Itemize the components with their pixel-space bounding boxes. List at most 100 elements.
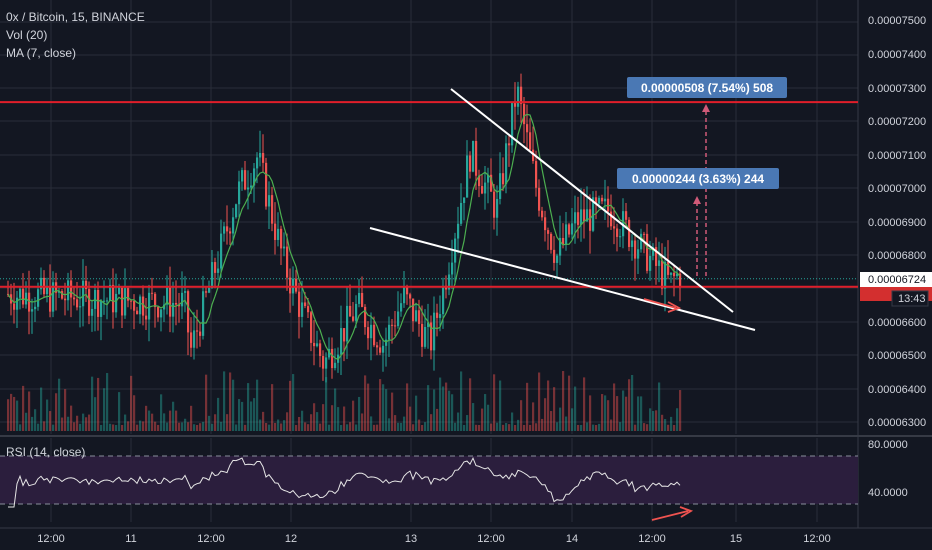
volume-bar	[145, 405, 148, 431]
symbol-legend[interactable]: 0x / Bitcoin, 15, BINANCE	[6, 10, 145, 24]
candle-body	[244, 170, 247, 190]
rsi-legend[interactable]: RSI (14, close)	[6, 445, 86, 459]
candle-body	[385, 339, 388, 346]
volume-bar	[442, 386, 445, 431]
rsi-line	[8, 456, 681, 508]
candle-body	[571, 223, 574, 235]
volume-bar	[529, 424, 532, 431]
volume-bar	[211, 423, 214, 431]
candle-body	[649, 255, 652, 271]
lower-trendline[interactable]	[369, 227, 756, 331]
volume-bar	[556, 422, 559, 431]
volume-bar	[25, 412, 28, 431]
volume-bar	[475, 424, 478, 431]
volume-bar	[232, 379, 235, 431]
volume-bar	[52, 424, 55, 431]
volume-bar	[367, 383, 370, 431]
volume-bar	[346, 424, 349, 431]
volume-bar	[94, 397, 97, 431]
candle-body	[181, 292, 184, 307]
ma-line	[7, 113, 681, 361]
time-axis-label: 12:00	[803, 533, 831, 545]
candle-body	[325, 357, 328, 369]
volume-bar	[154, 421, 157, 431]
volume-bar	[280, 423, 283, 431]
target1-badge[interactable]	[627, 77, 787, 98]
candle-body	[586, 209, 589, 222]
candle-body	[463, 197, 466, 203]
volume-bar	[289, 380, 292, 431]
price-axis-label: 0.00006500	[868, 350, 926, 362]
volume-bar	[388, 418, 391, 431]
candle-body	[229, 231, 232, 234]
volume-bar	[337, 407, 340, 431]
volume-bar	[634, 424, 637, 431]
volume-bar	[169, 410, 172, 431]
volume-bar	[217, 397, 220, 431]
volume-bar	[544, 398, 547, 431]
candle-body	[490, 174, 493, 192]
countdown-tag	[891, 290, 929, 307]
candle-body	[568, 224, 571, 235]
volume-legend[interactable]: Vol (20)	[6, 28, 48, 42]
volume-bar	[229, 372, 232, 431]
target2-badge[interactable]	[617, 168, 779, 189]
volume-bar	[67, 416, 70, 431]
candle-body	[499, 173, 502, 199]
candle-body	[52, 282, 55, 312]
candle-body	[214, 262, 217, 273]
candle-body	[460, 202, 463, 224]
candle-body	[409, 294, 412, 299]
volume-bar	[151, 413, 154, 431]
volume-bar	[481, 408, 484, 431]
candle-body	[529, 132, 532, 150]
candle-body	[475, 140, 478, 176]
candle-body	[13, 303, 16, 310]
candle-body	[358, 292, 361, 304]
volume-bar	[643, 423, 646, 431]
volume-bar	[640, 396, 643, 431]
volume-bar	[118, 392, 121, 431]
volume-bar	[316, 412, 319, 431]
volume-bar	[55, 393, 58, 431]
candle-body	[175, 302, 178, 305]
volume-bar	[349, 422, 352, 431]
candle-body	[619, 236, 622, 238]
rsi-divergence-arrow-head	[679, 506, 694, 518]
candle-body	[673, 272, 676, 277]
volume-bar	[625, 396, 628, 431]
volume-bar	[31, 416, 34, 431]
candle-body	[121, 287, 124, 316]
volume-bar	[598, 423, 601, 431]
rsi-axis-label: 40.0000	[868, 487, 908, 499]
candle-body	[667, 261, 670, 275]
candle-body	[637, 249, 640, 259]
volume-bar	[121, 424, 124, 431]
volume-bar	[40, 387, 43, 431]
time-axis-label: 13	[405, 533, 417, 545]
candle-body	[319, 343, 322, 356]
volume-bar	[631, 374, 634, 431]
candle-body	[133, 301, 136, 311]
volume-bar	[34, 409, 37, 431]
volume-bar	[364, 375, 367, 431]
volume-bar	[61, 417, 64, 431]
upper-trendline[interactable]	[450, 88, 734, 313]
target1-arrow-head	[702, 104, 710, 112]
candle-body	[145, 315, 148, 320]
volume-bar	[238, 399, 241, 431]
volume-bar	[205, 374, 208, 431]
candle-body	[532, 149, 535, 162]
volume-bar	[463, 424, 466, 431]
candle-body	[211, 262, 214, 289]
candle-body	[406, 287, 409, 295]
volume-bar	[574, 386, 577, 431]
volume-bar	[613, 383, 616, 431]
candle-body	[661, 260, 664, 289]
volume-bar	[577, 424, 580, 431]
candle-body	[622, 211, 625, 237]
volume-bar	[511, 412, 514, 431]
candle-body	[373, 324, 376, 346]
ma-legend[interactable]: MA (7, close)	[6, 46, 77, 60]
